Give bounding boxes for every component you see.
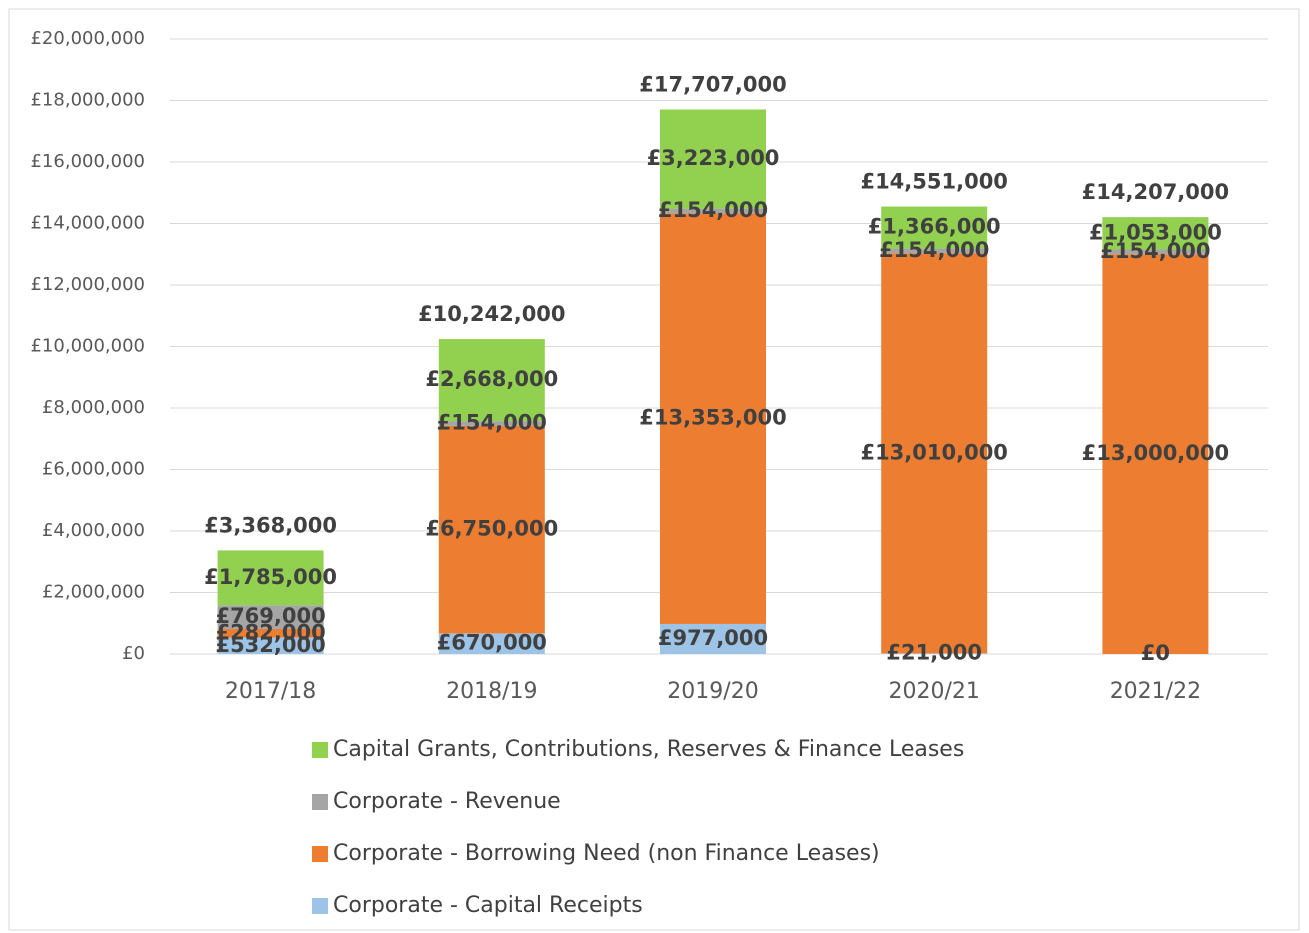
bar-segment — [881, 248, 988, 254]
bar-segment — [881, 253, 988, 654]
bar-segment — [217, 605, 324, 629]
data-label: £154,000 — [437, 410, 547, 434]
bar-segment — [1102, 217, 1209, 250]
data-label: £532,000 — [215, 633, 325, 657]
bar-segment — [217, 628, 324, 638]
total-label: £14,551,000 — [860, 170, 1007, 194]
legend-swatch — [312, 898, 328, 914]
y-tick-label: £0 — [122, 643, 145, 664]
y-tick-label: £8,000,000 — [42, 397, 145, 418]
data-label: £1,785,000 — [204, 565, 337, 589]
data-label: £13,000,000 — [1082, 441, 1229, 465]
legend-label: Corporate - Borrowing Need (non Finance … — [333, 841, 880, 866]
y-tick-label: £12,000,000 — [30, 274, 145, 295]
bar-segment — [660, 109, 766, 209]
y-tick-label: £20,000,000 — [30, 28, 145, 49]
y-tick-label: £4,000,000 — [42, 520, 145, 541]
bar-segment — [1102, 249, 1209, 255]
bar-segment — [660, 623, 766, 654]
legend-label: Corporate - Revenue — [333, 789, 561, 814]
data-label: £977,000 — [658, 626, 768, 650]
x-tick-label: 2019/20 — [667, 679, 758, 704]
data-label: £282,000 — [215, 620, 325, 644]
legend-swatch — [312, 742, 328, 758]
data-label: £769,000 — [215, 604, 325, 628]
total-label: £17,707,000 — [639, 73, 786, 97]
y-tick-label: £6,000,000 — [42, 459, 145, 480]
data-label: £154,000 — [879, 238, 989, 262]
total-label: £14,207,000 — [1082, 180, 1229, 204]
legend-label: Corporate - Capital Receipts — [333, 893, 643, 918]
data-label: £21,000 — [886, 641, 982, 665]
bar-segment — [438, 633, 545, 654]
bar-segment — [660, 208, 766, 214]
bar-segment — [660, 213, 766, 624]
data-label: £2,668,000 — [425, 367, 558, 391]
legend-label: Capital Grants, Contributions, Reserves … — [333, 737, 964, 762]
y-tick-label: £14,000,000 — [30, 213, 145, 234]
total-label: £10,242,000 — [418, 302, 565, 326]
x-tick-label: 2020/21 — [888, 679, 979, 704]
data-label: £13,353,000 — [639, 406, 786, 430]
legend-swatch — [312, 794, 328, 810]
data-label: £0 — [1141, 641, 1170, 665]
bar-segment — [217, 637, 324, 654]
bar-segment — [1102, 254, 1209, 654]
bar-segment — [217, 550, 324, 606]
bar-segment — [438, 421, 545, 426]
legend-swatch — [312, 846, 328, 862]
data-label: £1,366,000 — [868, 215, 1001, 239]
bar-segment — [438, 339, 545, 422]
bar-segment — [881, 653, 988, 654]
bar-segment — [881, 206, 988, 249]
data-label: £670,000 — [437, 631, 547, 655]
x-tick-label: 2018/19 — [446, 679, 537, 704]
bar-segment — [438, 425, 545, 634]
data-label: £6,750,000 — [425, 517, 558, 541]
data-label: £3,223,000 — [647, 146, 780, 170]
y-tick-label: £18,000,000 — [30, 90, 145, 111]
y-tick-label: £10,000,000 — [30, 336, 145, 357]
data-label: £154,000 — [1100, 239, 1210, 263]
y-tick-label: £16,000,000 — [30, 151, 145, 172]
y-tick-label: £2,000,000 — [42, 582, 145, 603]
x-tick-label: 2021/22 — [1110, 679, 1201, 704]
data-label: £13,010,000 — [860, 440, 1007, 464]
data-label: £1,053,000 — [1089, 220, 1222, 244]
data-label: £154,000 — [658, 198, 768, 222]
total-label: £3,368,000 — [204, 513, 337, 537]
x-tick-label: 2017/18 — [225, 679, 316, 704]
